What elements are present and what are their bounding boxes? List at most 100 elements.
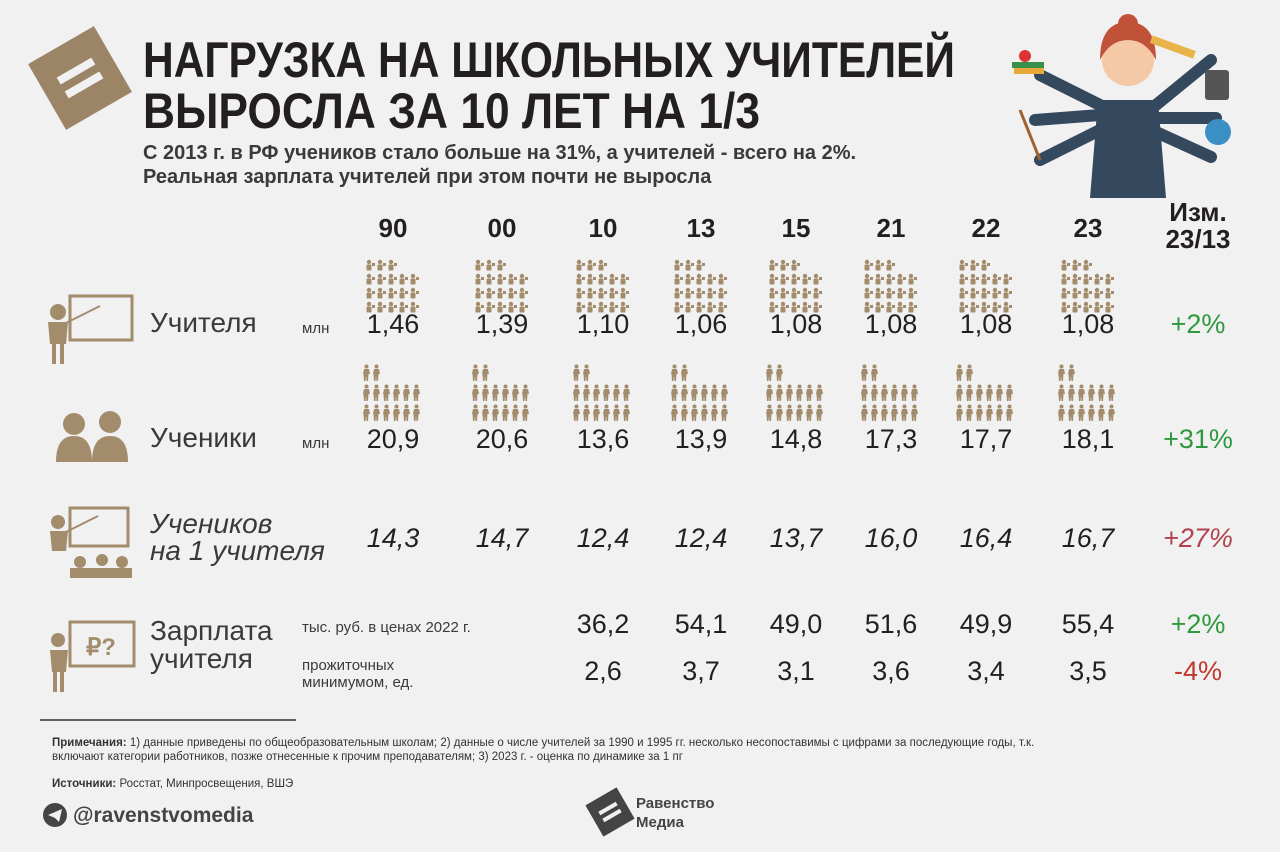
icon xyxy=(886,273,895,285)
icon xyxy=(587,259,596,271)
icon xyxy=(366,259,375,271)
icon xyxy=(816,384,823,401)
icon xyxy=(871,384,878,401)
icon xyxy=(956,364,963,381)
handle[interactable]: @ravenstvomedia xyxy=(73,804,254,827)
column-header: 13 xyxy=(687,213,716,243)
icon xyxy=(373,364,380,381)
icon xyxy=(674,259,683,271)
change-value: +27% xyxy=(1163,523,1233,553)
icon xyxy=(674,287,683,299)
icon xyxy=(976,384,983,401)
icon xyxy=(875,273,884,285)
icon xyxy=(399,273,408,285)
icon xyxy=(613,404,620,421)
cell-value: 17,3 xyxy=(865,424,918,454)
icon xyxy=(623,404,630,421)
icon xyxy=(1083,287,1092,299)
icon xyxy=(587,287,596,299)
icon xyxy=(992,273,1001,285)
icon xyxy=(1058,404,1065,421)
icon xyxy=(769,287,778,299)
icon xyxy=(1088,404,1095,421)
icon xyxy=(366,273,375,285)
cell-value: 51,6 xyxy=(865,609,918,639)
icon xyxy=(691,404,698,421)
cell-value: 13,7 xyxy=(770,523,824,553)
icon xyxy=(373,384,380,401)
icon xyxy=(897,273,906,285)
icon xyxy=(373,404,380,421)
icon xyxy=(681,404,688,421)
icon xyxy=(613,384,620,401)
icon xyxy=(685,259,694,271)
icon xyxy=(497,273,506,285)
cell-value: 1,10 xyxy=(577,309,630,339)
icon xyxy=(573,384,580,401)
icon xyxy=(966,384,973,401)
change-value: +31% xyxy=(1163,424,1233,454)
icon xyxy=(875,287,884,299)
svg-text:₽?: ₽? xyxy=(86,634,116,661)
icon xyxy=(482,384,489,401)
icon xyxy=(486,287,495,299)
icon xyxy=(996,384,1003,401)
icon xyxy=(813,287,822,299)
row-label: Ученики xyxy=(150,422,257,453)
icon xyxy=(1068,364,1075,381)
cell-value: 16,7 xyxy=(1062,523,1116,553)
cell-value: 12,4 xyxy=(577,523,630,553)
cell-value: 49,9 xyxy=(960,609,1013,639)
icon xyxy=(970,273,979,285)
icon xyxy=(413,404,420,421)
column-header: 15 xyxy=(782,213,811,243)
icon xyxy=(472,364,479,381)
icon xyxy=(981,273,990,285)
icon xyxy=(576,259,585,271)
change-value: -4% xyxy=(1174,656,1222,686)
icon xyxy=(806,384,813,401)
cell-value: 1,08 xyxy=(770,309,823,339)
student-icons xyxy=(1058,364,1115,421)
icon xyxy=(681,364,688,381)
icon xyxy=(970,259,979,271)
icon xyxy=(881,404,888,421)
icon xyxy=(497,259,506,271)
change-value: +2% xyxy=(1171,309,1226,339)
icon xyxy=(776,404,783,421)
icon xyxy=(1072,273,1081,285)
column-header: 23 xyxy=(1074,213,1103,243)
logo-text: Равенство xyxy=(636,795,714,812)
cell-value: 3,6 xyxy=(872,656,910,686)
cell-value: 14,3 xyxy=(367,523,420,553)
icon xyxy=(583,384,590,401)
row-label: Зарплата xyxy=(150,615,273,646)
notes-heading: Примечания: xyxy=(52,737,127,749)
notes-text: включают категории работников, позже отн… xyxy=(52,751,683,763)
icon xyxy=(583,364,590,381)
icon xyxy=(996,404,1003,421)
icon xyxy=(472,384,479,401)
icon xyxy=(393,384,400,401)
column-header: 21 xyxy=(877,213,906,243)
icon xyxy=(1058,384,1065,401)
icon xyxy=(573,404,580,421)
teacher-icons xyxy=(576,259,629,313)
icon xyxy=(701,384,708,401)
cell-value: 13,6 xyxy=(577,424,630,454)
icon xyxy=(718,287,727,299)
icon xyxy=(786,404,793,421)
icon xyxy=(886,259,895,271)
column-header: 22 xyxy=(972,213,1001,243)
student-icons xyxy=(861,364,918,421)
icon xyxy=(891,384,898,401)
sources: Источники: Росстат, Минпросвещения, ВШЭ xyxy=(52,778,293,790)
icon xyxy=(786,384,793,401)
icon xyxy=(791,287,800,299)
icon xyxy=(1068,404,1075,421)
icon xyxy=(901,384,908,401)
icon xyxy=(791,259,800,271)
icon xyxy=(522,404,529,421)
icon xyxy=(802,287,811,299)
icon xyxy=(1088,384,1095,401)
